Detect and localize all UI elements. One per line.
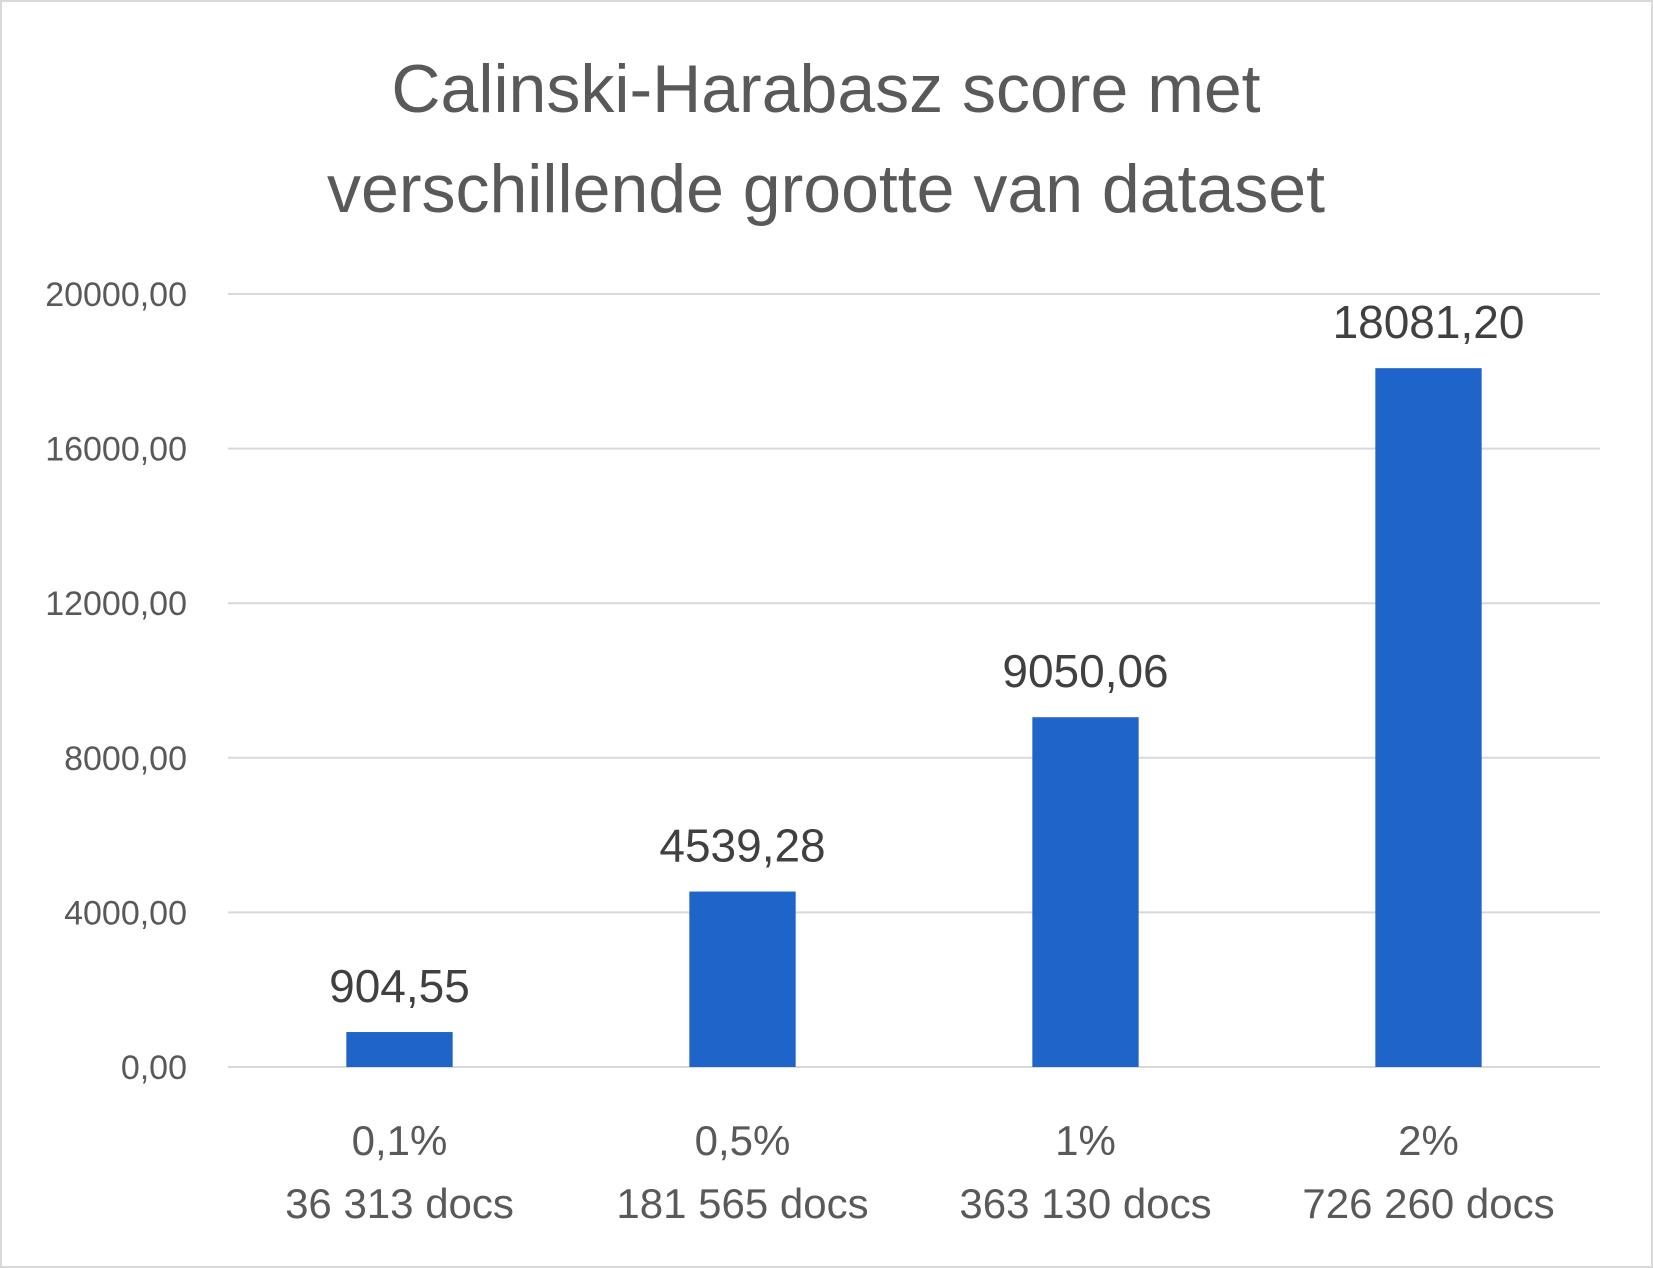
data-label: 9050,06 xyxy=(1002,645,1168,697)
bar xyxy=(1032,717,1139,1067)
bar xyxy=(346,1032,453,1067)
y-tick-label: 8000,00 xyxy=(64,740,187,778)
x-tick-label: 2% xyxy=(1398,1117,1459,1164)
y-tick-label: 4000,00 xyxy=(64,894,187,932)
y-tick-label: 20000,00 xyxy=(45,276,187,314)
x-tick-label: 0,1% xyxy=(352,1117,448,1164)
data-label: 904,55 xyxy=(329,960,470,1012)
data-labels: 904,55 4539,28 9050,06 18081,20 xyxy=(329,296,1524,1012)
bars xyxy=(346,368,1482,1067)
chart-title-line-2: verschillende grootte van dataset xyxy=(327,151,1325,227)
x-tick-label: 726 260 docs xyxy=(1302,1180,1554,1227)
x-tick-label: 181 565 docs xyxy=(616,1180,868,1227)
gridlines xyxy=(228,293,1600,1068)
y-tick-label: 12000,00 xyxy=(45,585,187,623)
bar xyxy=(689,891,796,1067)
data-label: 4539,28 xyxy=(659,820,825,872)
x-tick-label: 363 130 docs xyxy=(959,1180,1211,1227)
chart-title-line-1: Calinski-Harabasz score met xyxy=(391,51,1260,127)
y-tick-label: 0,00 xyxy=(121,1049,187,1087)
x-tick-label: 0,5% xyxy=(695,1117,791,1164)
x-tick-label: 36 313 docs xyxy=(285,1180,514,1227)
data-label: 18081,20 xyxy=(1333,296,1525,348)
x-axis-ticks: 0,1% 36 313 docs 0,5% 181 565 docs 1% 363 130… xyxy=(285,1117,1555,1227)
x-tick-label: 1% xyxy=(1055,1117,1116,1164)
y-axis-ticks: 0,00 4000,00 8000,00 12000,00 16000,00 20000,… xyxy=(45,276,187,1087)
y-tick-label: 16000,00 xyxy=(45,431,187,469)
bar xyxy=(1375,368,1482,1067)
